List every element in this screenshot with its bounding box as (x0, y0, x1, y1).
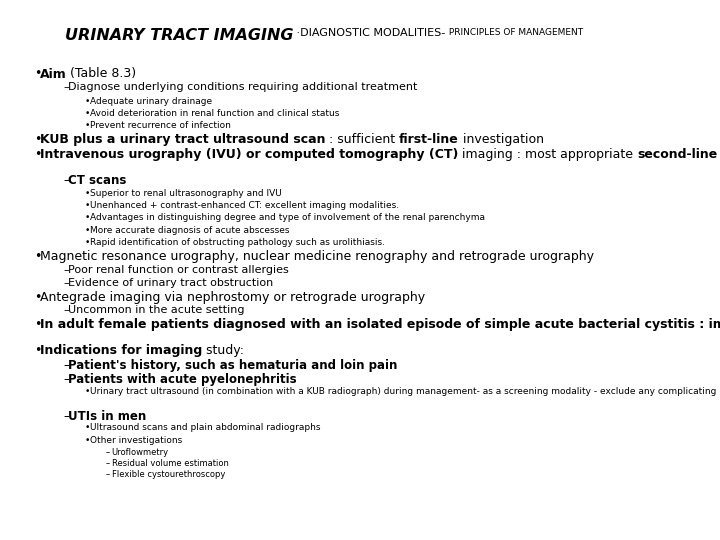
Text: Evidence of urinary tract obstruction: Evidence of urinary tract obstruction (68, 278, 274, 288)
Text: •: • (84, 97, 89, 105)
Text: first-line: first-line (399, 133, 459, 146)
Text: –: – (63, 174, 69, 187)
Text: Superior to renal ultrasonography and IVU: Superior to renal ultrasonography and IV… (90, 188, 282, 198)
Text: •: • (84, 226, 89, 234)
Text: Patients with acute pyelonephritis: Patients with acute pyelonephritis (68, 373, 297, 386)
Text: Advantages in distinguishing degree and type of involvement of the renal parench: Advantages in distinguishing degree and … (90, 213, 485, 222)
Text: Urinary tract ultrasound (in combination with a KUB radiograph) during managemen: Urinary tract ultrasound (in combination… (90, 387, 720, 395)
Text: •: • (35, 148, 42, 161)
Text: Adequate urinary drainage: Adequate urinary drainage (90, 97, 212, 105)
Text: •: • (84, 423, 89, 433)
Text: •: • (84, 213, 89, 222)
Text: Rapid identification of obstructing pathology such as urolithiasis.: Rapid identification of obstructing path… (90, 238, 385, 247)
Text: –: – (63, 305, 69, 315)
Text: –: – (63, 265, 69, 275)
Text: In adult female patients diagnosed with an isolated episode of simple acute bact: In adult female patients diagnosed with … (40, 319, 720, 332)
Text: Uroflowmetry: Uroflowmetry (112, 448, 168, 457)
Text: ·DIAGNOSTIC MODALITIES-: ·DIAGNOSTIC MODALITIES- (293, 28, 446, 38)
Text: investigation: investigation (459, 133, 544, 146)
Text: Prevent recurrence of infection: Prevent recurrence of infection (90, 121, 231, 130)
Text: –: – (106, 470, 110, 479)
Text: Uncommon in the acute setting: Uncommon in the acute setting (68, 305, 245, 315)
Text: •: • (35, 250, 42, 263)
Text: Residual volume estimation: Residual volume estimation (112, 459, 228, 468)
Text: •: • (35, 133, 42, 146)
Text: –: – (63, 82, 69, 92)
Text: Avoid deterioration in renal function and clinical status: Avoid deterioration in renal function an… (90, 109, 339, 118)
Text: –: – (106, 459, 110, 468)
Text: •: • (35, 291, 42, 304)
Text: UTIs in men: UTIs in men (68, 410, 147, 423)
Text: investigations.: investigations. (717, 148, 720, 161)
Text: –: – (106, 448, 110, 457)
Text: URINARY TRACT IMAGING: URINARY TRACT IMAGING (65, 28, 293, 43)
Text: second-line: second-line (637, 148, 717, 161)
Text: Indications for imaging: Indications for imaging (40, 345, 202, 357)
Text: •: • (84, 201, 89, 210)
Text: •: • (84, 387, 89, 395)
Text: Flexible cystourethroscopy: Flexible cystourethroscopy (112, 470, 225, 479)
Text: CT scans: CT scans (68, 174, 127, 187)
Text: •: • (84, 436, 89, 445)
Text: Intravenous urography (IVU) or computed tomography (CT): Intravenous urography (IVU) or computed … (40, 148, 458, 161)
Text: •: • (35, 345, 42, 357)
Text: More accurate diagnosis of acute abscesses: More accurate diagnosis of acute abscess… (90, 226, 289, 234)
Text: Unenhanced + contrast-enhanced CT: excellent imaging modalities.: Unenhanced + contrast-enhanced CT: excel… (90, 201, 399, 210)
Text: Other investigations: Other investigations (90, 436, 182, 445)
Text: •: • (35, 68, 42, 80)
Text: •: • (84, 121, 89, 130)
Text: •: • (84, 238, 89, 247)
Text: •: • (84, 188, 89, 198)
Text: PRINCIPLES OF MANAGEMENT: PRINCIPLES OF MANAGEMENT (446, 28, 582, 37)
Text: •: • (84, 109, 89, 118)
Text: Aim: Aim (40, 68, 66, 80)
Text: –: – (63, 373, 69, 386)
Text: –: – (63, 359, 69, 372)
Text: –: – (63, 278, 69, 288)
Text: Ultrasound scans and plain abdominal radiographs: Ultrasound scans and plain abdominal rad… (90, 423, 320, 433)
Text: –: – (63, 410, 69, 423)
Text: (Table 8.3): (Table 8.3) (66, 68, 137, 80)
Text: : sufficient: : sufficient (325, 133, 399, 146)
Text: KUB plus a urinary tract ultrasound scan: KUB plus a urinary tract ultrasound scan (40, 133, 325, 146)
Text: Patient's history, such as hematuria and loin pain: Patient's history, such as hematuria and… (68, 359, 397, 372)
Text: Magnetic resonance urography, nuclear medicine renography and retrograde urograp: Magnetic resonance urography, nuclear me… (40, 250, 593, 263)
Text: imaging : most appropriate: imaging : most appropriate (458, 148, 637, 161)
Text: •: • (35, 319, 42, 332)
Text: study:: study: (202, 345, 244, 357)
Text: Poor renal function or contrast allergies: Poor renal function or contrast allergie… (68, 265, 289, 275)
Text: Antegrade imaging via nephrostomy or retrograde urography: Antegrade imaging via nephrostomy or ret… (40, 291, 425, 304)
Text: Diagnose underlying conditions requiring additional treatment: Diagnose underlying conditions requiring… (68, 82, 418, 92)
